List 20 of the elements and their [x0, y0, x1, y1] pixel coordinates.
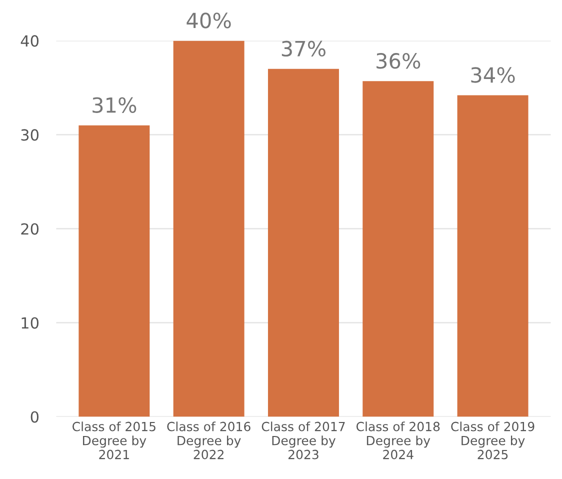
- y-tick-label: 20: [21, 223, 39, 235]
- y-tick-label: 30: [21, 129, 39, 141]
- bar: [362, 81, 434, 417]
- x-tick-label: Class of 2017 Degree by 2023: [262, 422, 345, 460]
- x-tick-label: Class of 2018 Degree by 2024: [356, 422, 440, 460]
- bar: [457, 95, 528, 417]
- bar: [268, 68, 339, 417]
- x-tick-label: Class of 2019 Degree by 2025: [451, 422, 534, 460]
- bar: [78, 125, 150, 417]
- data-label: 36%: [376, 53, 420, 69]
- data-label: 40%: [186, 12, 231, 28]
- y-tick-label: 10: [22, 317, 39, 329]
- y-tick-label: 0: [30, 411, 39, 423]
- data-label: 31%: [92, 97, 136, 113]
- data-label: 34%: [471, 67, 515, 83]
- data-label: 37%: [282, 40, 326, 57]
- x-tick-label: Class of 2015 Degree by 2021: [72, 422, 156, 460]
- x-tick-label: Class of 2016 Degree by 2022: [167, 422, 250, 460]
- bar: [173, 40, 244, 417]
- y-tick-label: 40: [20, 35, 39, 47]
